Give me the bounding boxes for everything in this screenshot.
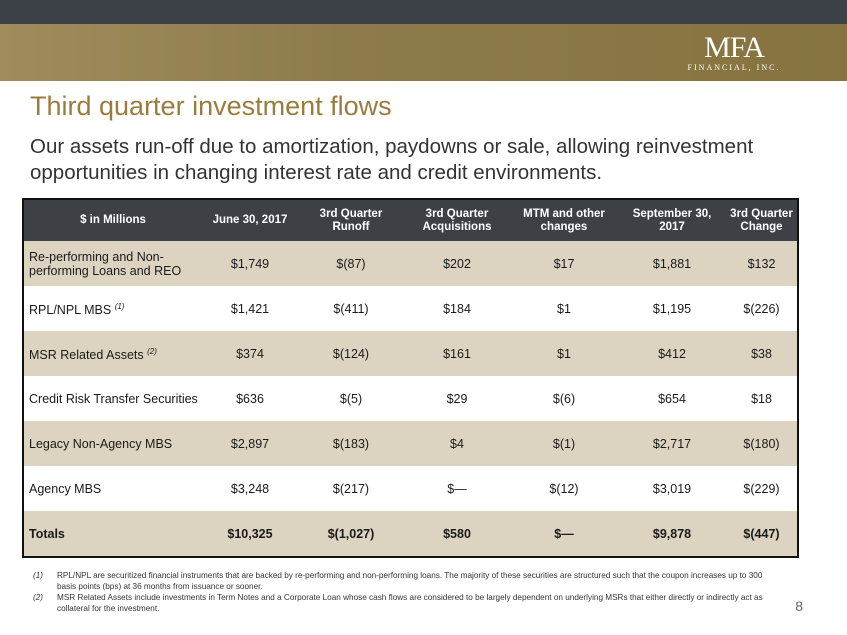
table-cell: $38 bbox=[726, 331, 798, 376]
table-row: Agency MBS $3,248 $(217) $— $(12) $3,019… bbox=[23, 466, 798, 511]
page-subtitle: Our assets run-off due to amortization, … bbox=[30, 135, 754, 184]
table-row: RPL/NPL MBS (1) $1,421 $(411) $184 $1 $1… bbox=[23, 286, 798, 331]
table-cell: $(183) bbox=[298, 421, 404, 466]
table-cell: $1 bbox=[510, 286, 618, 331]
page-title: Third quarter investment flows bbox=[30, 91, 392, 121]
column-header: June 30, 2017 bbox=[202, 199, 298, 241]
table-cell: $2,897 bbox=[202, 421, 298, 466]
table-row: Re-performing and Non-performing Loans a… bbox=[23, 241, 798, 286]
page-number: 8 bbox=[795, 598, 803, 614]
table-cell: $18 bbox=[726, 376, 798, 421]
row-label: MSR Related Assets (2) bbox=[23, 331, 202, 376]
table-cell: $(229) bbox=[726, 466, 798, 511]
table-cell: $— bbox=[404, 466, 510, 511]
table-row: Legacy Non-Agency MBS $2,897 $(183) $4 $… bbox=[23, 421, 798, 466]
footnote: (1) RPL/NPL are securitized financial in… bbox=[33, 571, 773, 592]
table-cell: $(6) bbox=[510, 376, 618, 421]
table-cell: $3,248 bbox=[202, 466, 298, 511]
table-cell: $161 bbox=[404, 331, 510, 376]
table-cell: $29 bbox=[404, 376, 510, 421]
table-cell: $1,421 bbox=[202, 286, 298, 331]
header-band bbox=[0, 24, 847, 81]
table-cell: $17 bbox=[510, 241, 618, 286]
table-cell: $132 bbox=[726, 241, 798, 286]
table-cell: $654 bbox=[618, 376, 726, 421]
column-header: $ in Millions bbox=[23, 199, 202, 241]
table-cell: $(12) bbox=[510, 466, 618, 511]
table-cell: $(124) bbox=[298, 331, 404, 376]
table-cell: $412 bbox=[618, 331, 726, 376]
row-label: RPL/NPL MBS (1) bbox=[23, 286, 202, 331]
row-label: Re-performing and Non-performing Loans a… bbox=[23, 241, 202, 286]
footnotes: (1) RPL/NPL are securitized financial in… bbox=[33, 571, 773, 615]
footnote-text: MSR Related Assets include investments i… bbox=[57, 593, 763, 613]
column-header: 3rd Quarter Change bbox=[726, 199, 798, 241]
table-cell: $1,881 bbox=[618, 241, 726, 286]
table-cell: $3,019 bbox=[618, 466, 726, 511]
footnote-text: RPL/NPL are securitized financial instru… bbox=[57, 571, 763, 591]
table-cell: $4 bbox=[404, 421, 510, 466]
table-cell: $2,717 bbox=[618, 421, 726, 466]
table-cell: $1 bbox=[510, 331, 618, 376]
table-row: Credit Risk Transfer Securities $636 $(5… bbox=[23, 376, 798, 421]
table-cell: $(1) bbox=[510, 421, 618, 466]
footnote-number: (2) bbox=[33, 593, 44, 602]
row-label: Agency MBS bbox=[23, 466, 202, 511]
table-cell: $580 bbox=[404, 511, 510, 557]
table-cell: $636 bbox=[202, 376, 298, 421]
footnote-number: (1) bbox=[33, 571, 44, 580]
table-cell: $1,195 bbox=[618, 286, 726, 331]
investment-flows-table: $ in Millions June 30, 2017 3rd Quarter … bbox=[22, 198, 799, 558]
row-label: Credit Risk Transfer Securities bbox=[23, 376, 202, 421]
table-cell: $374 bbox=[202, 331, 298, 376]
row-label: Totals bbox=[23, 511, 202, 557]
table-cell: $184 bbox=[404, 286, 510, 331]
footnote-ref: (1) bbox=[114, 301, 125, 311]
table-cell: $(180) bbox=[726, 421, 798, 466]
top-bar bbox=[0, 0, 847, 24]
logo-mark: MFA bbox=[704, 31, 765, 64]
table-cell: $1,749 bbox=[202, 241, 298, 286]
table-cell: $(5) bbox=[298, 376, 404, 421]
footnote: (2) MSR Related Assets include investmen… bbox=[33, 593, 773, 614]
table-cell: $202 bbox=[404, 241, 510, 286]
totals-row: Totals $10,325 $(1,027) $580 $— $9,878 $… bbox=[23, 511, 798, 557]
footnote-ref: (2) bbox=[147, 346, 157, 356]
column-header: MTM and other changes bbox=[510, 199, 618, 241]
logo-subtitle: FINANCIAL, INC. bbox=[687, 63, 781, 72]
table-cell: $— bbox=[510, 511, 618, 557]
column-header: 3rd Quarter Runoff bbox=[298, 199, 404, 241]
table-cell: $(226) bbox=[726, 286, 798, 331]
table-cell: $(87) bbox=[298, 241, 404, 286]
table-cell: $10,325 bbox=[202, 511, 298, 557]
table-cell: $(411) bbox=[298, 286, 404, 331]
column-header: 3rd Quarter Acquisitions bbox=[404, 199, 510, 241]
table-cell: $(217) bbox=[298, 466, 404, 511]
row-label: Legacy Non-Agency MBS bbox=[23, 421, 202, 466]
table-row: MSR Related Assets (2) $374 $(124) $161 … bbox=[23, 331, 798, 376]
table-cell: $(1,027) bbox=[298, 511, 404, 557]
table-cell: $(447) bbox=[726, 511, 798, 557]
column-header: September 30, 2017 bbox=[618, 199, 726, 241]
table-header-row: $ in Millions June 30, 2017 3rd Quarter … bbox=[23, 199, 798, 241]
company-logo: MFA FINANCIAL, INC. bbox=[685, 33, 783, 73]
table-cell: $9,878 bbox=[618, 511, 726, 557]
